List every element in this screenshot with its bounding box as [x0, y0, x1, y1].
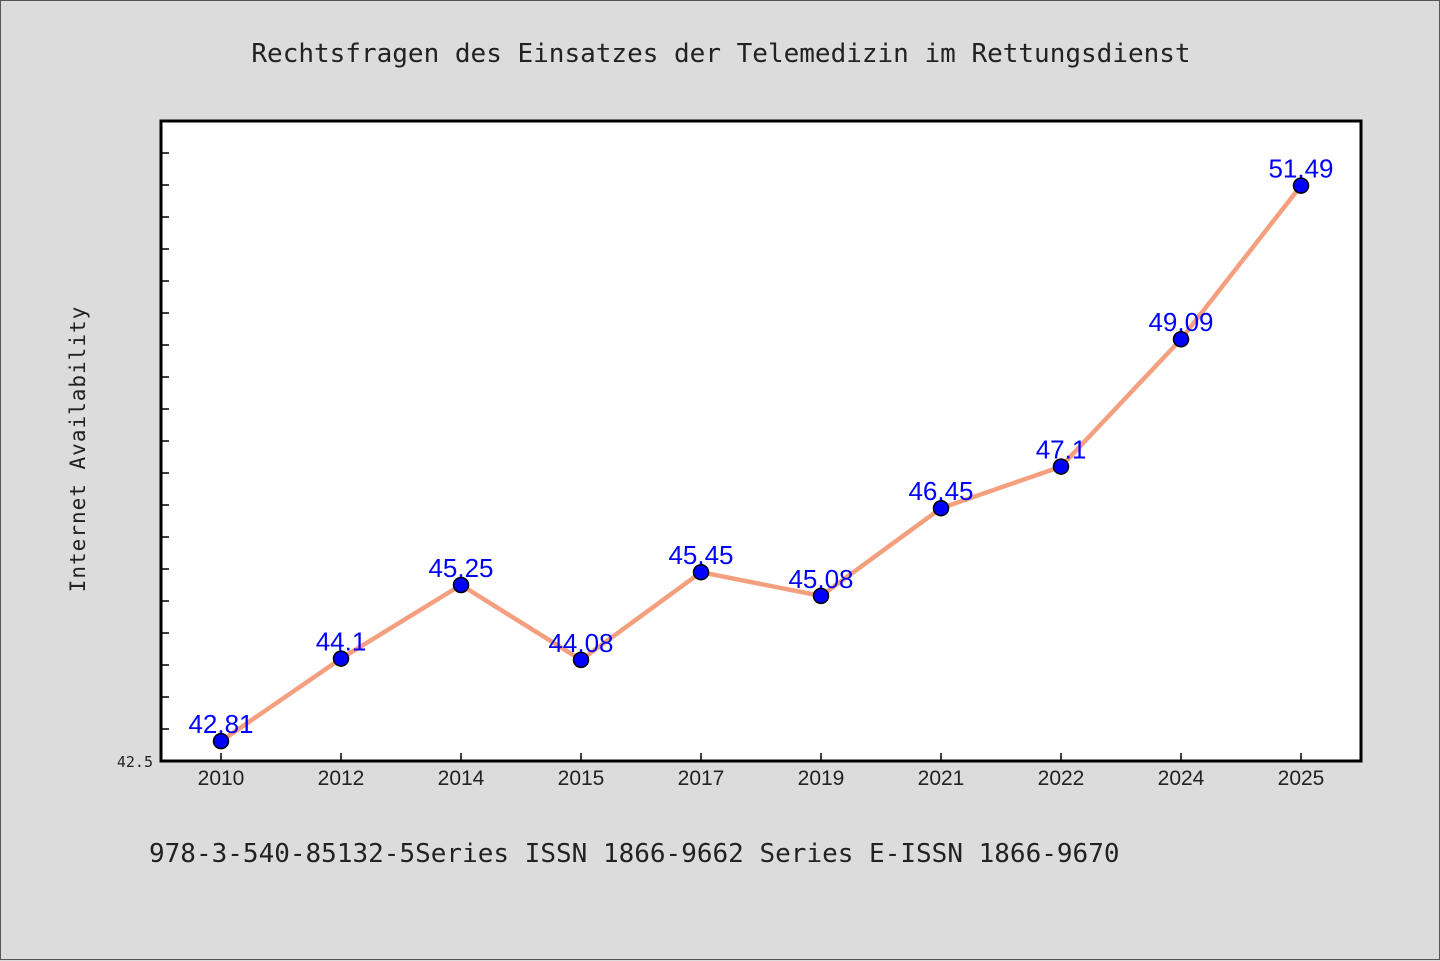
data-label: 45.08 [788, 564, 853, 594]
data-point [212, 732, 230, 750]
data-label: 46.45 [908, 476, 973, 506]
data-label: 49.09 [1148, 307, 1213, 337]
data-point [1292, 177, 1310, 194]
series-group: 42.81 44.1 45.25 44.08 45.45 45.08 46.45 47.1 49… [188, 154, 1334, 750]
x-tick-label: 2015 [558, 767, 605, 790]
x-tick-label: 2025 [1278, 767, 1325, 790]
data-point [1172, 330, 1190, 348]
x-tick-label: 2024 [1158, 767, 1205, 790]
data-point [332, 650, 350, 667]
data-label: 44.1 [316, 627, 367, 657]
x-tick-label: 2010 [198, 767, 245, 790]
x-tick-label: 2014 [438, 767, 485, 790]
data-point [812, 587, 830, 605]
x-tick-label: 2021 [918, 767, 965, 790]
plot-area [159, 119, 1363, 763]
y-axis-ticks [161, 152, 169, 730]
data-point [452, 576, 470, 594]
data-point [932, 499, 950, 517]
data-label: 44.08 [548, 628, 613, 658]
data-point [572, 651, 590, 669]
data-label: 51.49 [1268, 154, 1333, 184]
data-point [692, 563, 710, 581]
series-line [218, 183, 1304, 744]
data-label: 47.1 [1036, 435, 1087, 465]
x-tick-label: 2019 [798, 767, 845, 790]
data-point [1052, 458, 1070, 475]
data-label: 42.81 [188, 709, 253, 739]
y-tick-label: 42.5 [117, 753, 153, 771]
x-axis-ticks: 2010 2012 2014 2015 2017 2019 2021 2022 2024 2025 [198, 753, 1325, 790]
x-tick-label: 2017 [678, 767, 725, 790]
y-axis-label: Internet Availability [66, 306, 90, 593]
x-tick-label: 2022 [1038, 767, 1085, 790]
chart-title: Rechtsfragen des Einsatzes der Telemediz… [251, 39, 1190, 69]
data-label: 45.45 [668, 540, 733, 570]
footer-isbn-issn: 978-3-540-85132-5Series ISSN 1866-9662 S… [149, 839, 1120, 869]
x-tick-label: 2012 [318, 767, 365, 790]
data-label: 45.25 [428, 553, 493, 583]
